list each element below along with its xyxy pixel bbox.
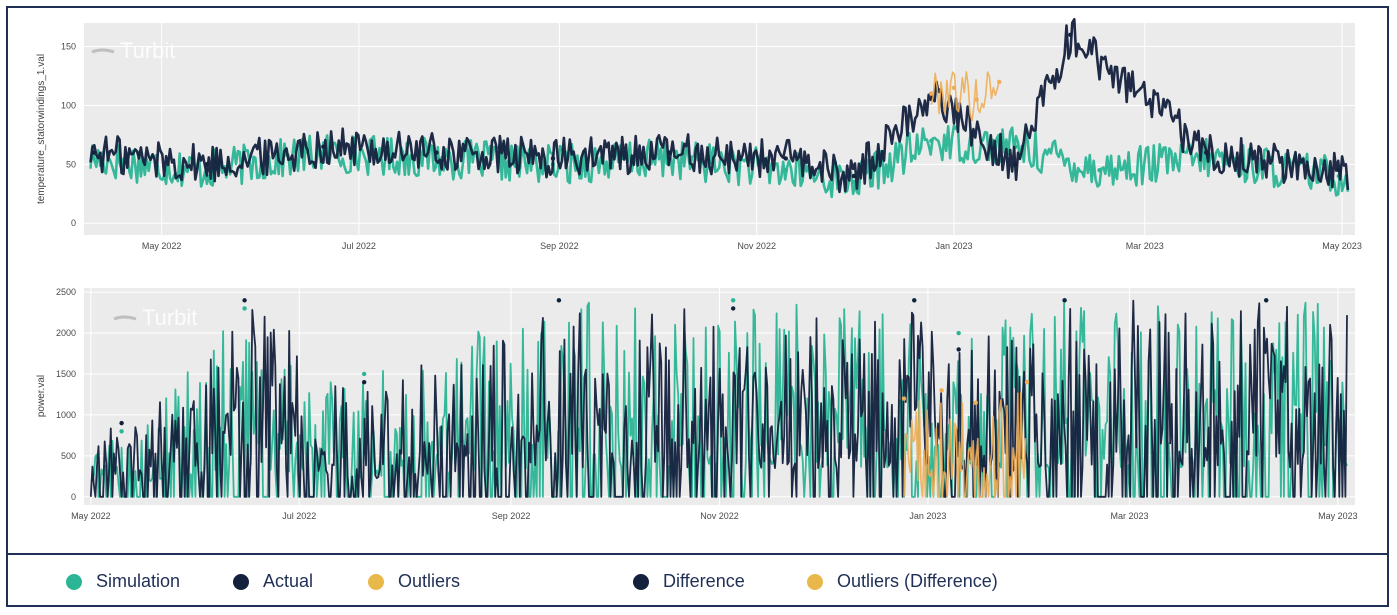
data-point-simulation — [361, 371, 367, 377]
data-point-actual — [556, 298, 562, 303]
data-point-actual — [119, 420, 124, 426]
data-point-actual — [1204, 150, 1209, 155]
logo-mark — [113, 315, 137, 321]
plot-background — [84, 23, 1355, 235]
data-point-simulation — [119, 429, 124, 434]
y-tick-label: 100 — [61, 100, 76, 110]
data-point-simulation — [1097, 168, 1102, 173]
data-point-outliers — [939, 388, 944, 393]
data-point-actual — [851, 173, 856, 179]
data-point-actual — [321, 144, 326, 149]
data-point-actual — [204, 162, 210, 167]
legend-item-outliers-difference[interactable]: Outliers (Difference) — [807, 571, 998, 592]
data-point-actual — [1263, 298, 1269, 303]
legend-item-outliers[interactable]: Outliers — [368, 571, 460, 592]
data-point-actual — [1013, 162, 1018, 167]
x-tick-label: Mar 2023 — [1126, 241, 1164, 251]
y-tick-label: 50 — [66, 159, 76, 169]
data-point-simulation — [242, 306, 247, 311]
x-tick-label: May 2023 — [1318, 511, 1358, 521]
y-tick-label: 2500 — [56, 287, 76, 297]
data-point-simulation — [91, 156, 96, 161]
logo-text: Turbit — [142, 305, 197, 330]
series-outliers-line — [903, 391, 1027, 498]
legend-divider — [8, 553, 1387, 555]
y-axis-label: power.val — [36, 375, 47, 417]
chart-panel-2: 0 500 1000 1500 2000 2500 May 2022 Jul 2022 Sep … — [36, 287, 1358, 521]
data-point-actual — [783, 156, 788, 161]
data-point-outliers — [929, 91, 934, 96]
data-point-outliers — [974, 97, 979, 102]
data-point-simulation — [730, 298, 736, 303]
data-point-simulation — [783, 168, 788, 173]
data-point-actual — [550, 156, 556, 161]
x-tick-label: Sep 2022 — [540, 241, 579, 251]
legend-label-outliers-difference: Outliers (Difference) — [837, 571, 998, 591]
data-point-actual — [434, 150, 439, 155]
x-tick-label: Jan 2023 — [935, 241, 972, 251]
y-tick-label: 0 — [71, 492, 76, 502]
data-point-actual — [956, 347, 961, 352]
logo-text: Turbit — [120, 38, 175, 63]
x-tick-label: May 2023 — [1322, 241, 1362, 251]
data-point-actual — [91, 150, 96, 155]
data-point-simulation — [851, 179, 856, 185]
y-tick-label: 1500 — [56, 369, 76, 379]
series-actual-line — [89, 18, 1350, 194]
x-tick-label: May 2022 — [142, 241, 182, 251]
chart-panel-1: 0 50 100 150 May 2022 Jul 2022 Sep 2022 Nov 202… — [36, 18, 1362, 251]
y-tick-label: 2000 — [56, 328, 76, 338]
turbit-logo: Turbit — [91, 38, 175, 63]
x-tick-label: Jan 2023 — [909, 511, 946, 521]
data-point-actual — [730, 306, 736, 311]
legend-item-actual[interactable]: Actual — [233, 571, 313, 592]
legend-label-outliers: Outliers — [398, 571, 461, 591]
data-point-outliers — [1024, 379, 1030, 385]
legend-swatch-simulation — [66, 573, 82, 590]
data-point-actual — [242, 298, 247, 303]
legend-swatch-outliers — [368, 573, 384, 590]
chart-frame — [6, 6, 1389, 607]
logo-mark — [91, 48, 115, 54]
legend-label-difference: Difference — [663, 571, 745, 591]
x-tick-label: Mar 2023 — [1110, 511, 1148, 521]
y-tick-label: 1000 — [56, 410, 76, 420]
data-point-actual — [1336, 168, 1342, 173]
series-actual-line — [89, 299, 1348, 498]
x-tick-label: Sep 2022 — [492, 511, 531, 521]
y-axis-label: temperature_statorwindings_1.val — [36, 54, 47, 204]
data-point-outliers — [901, 396, 907, 401]
legend-label-simulation: Simulation — [96, 571, 181, 591]
legend-swatch-outliers-difference — [807, 573, 823, 590]
x-tick-label: Nov 2022 — [700, 511, 739, 521]
y-tick-label: 0 — [71, 218, 76, 228]
turbit-logo: Turbit — [113, 305, 197, 330]
x-tick-label: May 2022 — [71, 511, 111, 521]
x-tick-label: Jul 2022 — [282, 511, 316, 521]
legend-item-difference[interactable]: Difference — [633, 571, 745, 592]
data-point-actual — [912, 298, 917, 303]
data-point-actual — [1068, 32, 1073, 37]
legend-label-actual: Actual — [263, 571, 314, 591]
legend-swatch-difference — [633, 573, 649, 590]
y-tick-label: 150 — [61, 42, 76, 52]
data-point-actual — [1062, 298, 1067, 303]
y-tick-label: 500 — [61, 451, 76, 461]
series-outliers-line — [930, 71, 1000, 122]
data-point-outliers — [951, 85, 957, 90]
data-point-simulation — [929, 138, 934, 143]
x-tick-label: Nov 2022 — [737, 241, 776, 251]
data-point-simulation — [956, 330, 961, 336]
data-point-actual — [667, 150, 672, 155]
legend-swatch-actual — [233, 573, 249, 590]
x-tick-label: Jul 2022 — [342, 241, 376, 251]
data-point-actual — [361, 379, 367, 385]
data-point-outliers — [973, 400, 978, 405]
legend-item-simulation[interactable]: Simulation — [66, 571, 180, 592]
data-point-outliers — [997, 79, 1002, 85]
